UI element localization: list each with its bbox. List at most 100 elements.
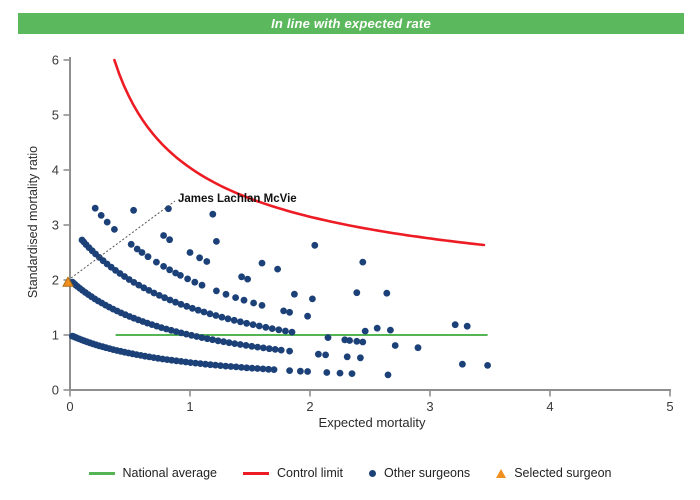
surgeon-dot[interactable] — [225, 339, 233, 347]
surgeon-dot[interactable] — [286, 347, 293, 355]
surgeon-dot[interactable] — [196, 254, 204, 262]
surgeon-dot[interactable] — [166, 266, 174, 274]
surgeon-dot[interactable] — [97, 212, 105, 219]
surgeon-dot[interactable] — [111, 226, 118, 233]
surgeon-dot[interactable] — [244, 275, 252, 283]
surgeon-dot[interactable] — [187, 359, 195, 366]
selected-surgeon-label[interactable]: James Lachlan McVie — [178, 193, 297, 205]
surgeon-dot[interactable] — [258, 302, 266, 309]
surgeon-dot[interactable] — [383, 289, 391, 297]
surgeon-dot[interactable] — [232, 294, 240, 301]
surgeon-dot[interactable] — [198, 281, 206, 289]
surgeon-dot[interactable] — [258, 259, 266, 267]
surgeon-dot[interactable] — [177, 272, 184, 279]
surgeon-dot[interactable] — [160, 232, 168, 239]
surgeon-dot[interactable] — [236, 341, 244, 348]
surgeon-dot[interactable] — [280, 307, 287, 315]
surgeon-dot[interactable] — [202, 360, 209, 368]
surgeon-dot[interactable] — [150, 289, 158, 297]
surgeon-dot[interactable] — [144, 253, 152, 261]
surgeon-dot[interactable] — [200, 308, 208, 316]
surgeon-dot[interactable] — [166, 236, 174, 244]
surgeon-dot[interactable] — [384, 371, 392, 379]
surgeon-dot[interactable] — [286, 367, 293, 374]
surgeon-dot[interactable] — [286, 308, 293, 316]
surgeon-dot[interactable] — [297, 367, 304, 375]
surgeon-dot[interactable] — [209, 210, 217, 218]
surgeon-dot[interactable] — [291, 290, 298, 298]
surgeon-dot[interactable] — [138, 249, 146, 256]
surgeon-dot[interactable] — [288, 328, 296, 336]
surgeon-dot[interactable] — [265, 345, 273, 353]
selected-surgeon-marker[interactable] — [62, 276, 74, 287]
surgeon-dot[interactable] — [248, 364, 256, 372]
surgeon-dot[interactable] — [165, 205, 172, 213]
surgeon-dot[interactable] — [274, 265, 281, 273]
surgeon-dot[interactable] — [238, 364, 245, 371]
surgeon-dot[interactable] — [230, 316, 238, 324]
surgeon-dot[interactable] — [220, 338, 228, 346]
surgeon-dot[interactable] — [357, 354, 364, 362]
surgeon-dot[interactable] — [361, 327, 369, 335]
surgeon-dot[interactable] — [238, 273, 246, 281]
surgeon-dot[interactable] — [270, 366, 278, 373]
surgeon-dot[interactable] — [323, 369, 331, 376]
surgeon-dot[interactable] — [172, 298, 179, 306]
surgeon-dot[interactable] — [177, 300, 185, 308]
surgeon-dot[interactable] — [194, 306, 202, 314]
surgeon-dot[interactable] — [182, 330, 190, 338]
surgeon-dot[interactable] — [311, 241, 319, 249]
surgeon-dot[interactable] — [166, 296, 174, 304]
surgeon-dot[interactable] — [265, 365, 272, 373]
surgeon-dot[interactable] — [249, 321, 257, 328]
surgeon-dot[interactable] — [373, 324, 381, 332]
surgeon-dot[interactable] — [213, 238, 220, 245]
surgeon-dot[interactable] — [463, 322, 471, 330]
surgeon-dot[interactable] — [254, 365, 261, 372]
surgeon-dot[interactable] — [203, 258, 211, 265]
surgeon-dot[interactable] — [271, 346, 279, 353]
surgeon-dot[interactable] — [207, 361, 214, 369]
surgeon-dot[interactable] — [232, 363, 240, 371]
surgeon-dot[interactable] — [277, 346, 285, 354]
surgeon-dot[interactable] — [255, 322, 263, 330]
surgeon-dot[interactable] — [155, 292, 163, 299]
surgeon-dot[interactable] — [243, 364, 251, 372]
surgeon-dot[interactable] — [189, 304, 196, 312]
surgeon-dot[interactable] — [348, 370, 356, 377]
surgeon-dot[interactable] — [197, 360, 204, 367]
surgeon-dot[interactable] — [177, 329, 185, 337]
surgeon-dot[interactable] — [153, 258, 160, 266]
surgeon-dot[interactable] — [217, 362, 224, 369]
surgeon-dot[interactable] — [224, 315, 232, 323]
surgeon-dot[interactable] — [243, 319, 251, 327]
surgeon-dot[interactable] — [353, 289, 361, 297]
surgeon-dot[interactable] — [183, 302, 191, 310]
surgeon-dot[interactable] — [222, 290, 230, 298]
surgeon-dot[interactable] — [127, 240, 135, 248]
surgeon-dot[interactable] — [242, 342, 250, 349]
surgeon-dot[interactable] — [140, 284, 148, 292]
surgeon-dot[interactable] — [259, 365, 267, 373]
surgeon-dot[interactable] — [304, 368, 311, 375]
surgeon-dot[interactable] — [198, 334, 206, 341]
surgeon-dot[interactable] — [353, 337, 361, 345]
surgeon-dot[interactable] — [188, 331, 195, 339]
surgeon-dot[interactable] — [484, 362, 491, 369]
surgeon-dot[interactable] — [191, 278, 199, 286]
surgeon-dot[interactable] — [209, 336, 217, 344]
surgeon-dot[interactable] — [262, 323, 270, 331]
surgeon-dot[interactable] — [282, 327, 289, 335]
surgeon-dot[interactable] — [336, 369, 344, 377]
surgeon-dot[interactable] — [240, 296, 248, 304]
surgeon-dot[interactable] — [193, 333, 201, 340]
surgeon-dot[interactable] — [275, 326, 283, 334]
surgeon-dot[interactable] — [231, 340, 239, 347]
surgeon-dot[interactable] — [145, 287, 153, 294]
surgeon-dot[interactable] — [248, 342, 256, 350]
surgeon-dot[interactable] — [206, 310, 214, 318]
surgeon-dot[interactable] — [222, 362, 230, 370]
surgeon-dot[interactable] — [160, 263, 168, 270]
surgeon-dot[interactable] — [324, 334, 332, 341]
surgeon-dot[interactable] — [459, 360, 466, 368]
